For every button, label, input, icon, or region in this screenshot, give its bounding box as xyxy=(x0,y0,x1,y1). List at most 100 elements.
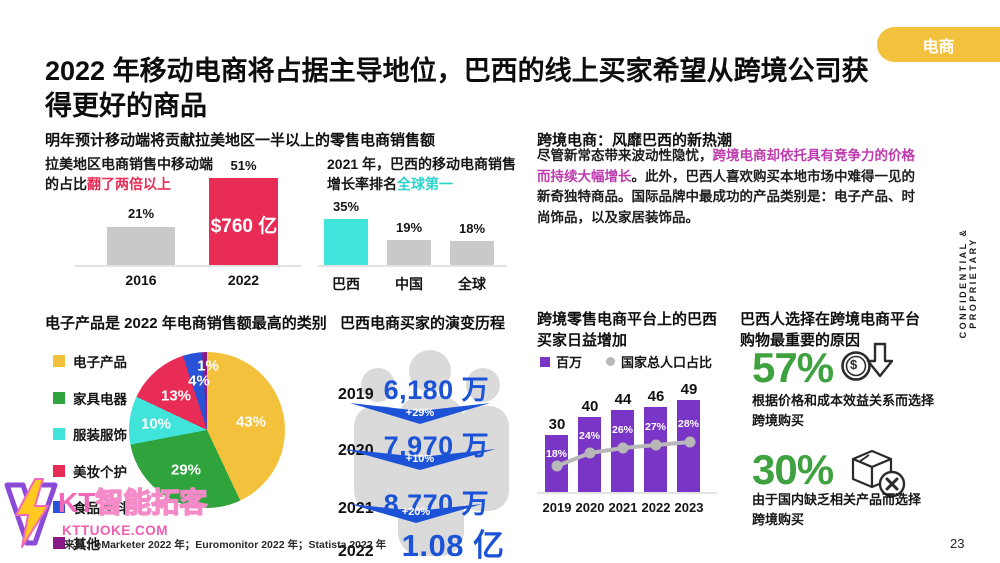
down-chevron-icon xyxy=(350,403,490,424)
legend-dot-icon xyxy=(606,357,615,366)
mobile-note-right-text: 2021 年，巴西的移动电商销售增长率排名 xyxy=(327,156,517,193)
chart1-bar-2022 xyxy=(209,178,278,265)
chart5-axis xyxy=(537,492,717,494)
down-chevron-icon xyxy=(350,504,482,523)
stat-price-value: 57% xyxy=(752,344,834,391)
pbar-pct: 27% xyxy=(644,421,666,433)
watermark-brand-outline: 智能拓客 xyxy=(95,487,208,518)
legend-swatch-icon xyxy=(53,537,65,549)
reasons-heading: 巴西人选择在跨境电商平台 购物最重要的原因 xyxy=(740,309,920,351)
growth-arrow-2020-2021: +10% xyxy=(344,448,496,470)
stat-price-desc: 根据价格和成本效益关系而选择 跨境购买 xyxy=(752,391,957,430)
platform-legend-label: 百万 xyxy=(556,355,583,370)
growth-arrow-2021-2022: +20% xyxy=(350,503,482,523)
platform-heading-line2: 买家日益增加 xyxy=(537,332,628,350)
pie-section-heading: 电子产品是 2022 年电商销售额最高的类别 xyxy=(45,315,327,333)
pie-legend-beauty: 美妆个护 xyxy=(53,461,127,481)
chart1-value-2016: 21% xyxy=(127,206,155,221)
pie-legend-label: 美妆个护 xyxy=(73,465,127,480)
category-badge-label: 电商 xyxy=(922,38,955,56)
pcat-2023: 2023 xyxy=(674,500,704,515)
reasons-heading-line2: 购物最重要的原因 xyxy=(740,332,861,350)
pie-legend-other: 其他 xyxy=(53,533,100,553)
package-unavailable-icon xyxy=(845,446,911,505)
watermark-brand-solid: KT xyxy=(58,487,96,518)
population-share-line xyxy=(551,436,696,472)
mobile-note-left-text: 拉美地区电商销售中移动端的占比 xyxy=(45,156,213,193)
chart2-value-china: 19% xyxy=(395,220,423,235)
chart2-value-global: 18% xyxy=(458,221,486,236)
stat-desc-line1: 根据价格和成本效益关系而选择 xyxy=(752,393,935,408)
platform-heading-line1: 跨境零售电商平台上的巴西 xyxy=(537,311,718,329)
chart1-cat-2016: 2016 xyxy=(125,272,157,288)
crossborder-paragraph: 尽管新常态带来波动性隐忧，跨境电商却依托具有竞争力的价格而持续大幅增长。此外，巴… xyxy=(537,146,927,228)
pbar-pct: 24% xyxy=(578,430,600,442)
watermark-bolt-icon xyxy=(2,476,62,555)
pie-label-other: 1% xyxy=(197,357,219,375)
chart2-cat-brazil: 巴西 xyxy=(332,276,360,292)
legend-swatch-icon xyxy=(540,356,550,367)
chart2-bar-brazil xyxy=(324,219,368,265)
buyers-year: 2021 xyxy=(338,500,374,517)
pcat-2020: 2020 xyxy=(575,500,605,515)
legend-swatch-icon xyxy=(53,428,65,440)
pbar-pct: 26% xyxy=(611,424,633,436)
growth-label: +10% xyxy=(405,453,435,465)
growth-label: +29% xyxy=(405,407,435,419)
legend-swatch-icon xyxy=(53,392,65,404)
legend-swatch-icon xyxy=(53,465,65,477)
reasons-heading-line1: 巴西人选择在跨境电商平台 xyxy=(740,311,921,329)
pie-legend-electronics: 电子产品 xyxy=(53,351,127,371)
buyers-row-2022: 2022 1.08 亿 xyxy=(338,520,505,563)
pbar-value: 44 xyxy=(614,391,632,408)
confidential-note: CONFIDENTIAL & PROPRIETARY xyxy=(958,227,978,339)
chart2-axis xyxy=(318,265,507,267)
money-down-icon: $ xyxy=(840,341,896,394)
platform-legend-millions: 百万 xyxy=(540,352,582,371)
mobile-note-right-highlight: 全球第一 xyxy=(397,176,453,193)
pie-legend-label: 电子产品 xyxy=(73,355,127,370)
dollar-symbol: $ xyxy=(850,357,858,372)
mobile-note-right: 2021 年，巴西的移动电商销售增长率排名全球第一 xyxy=(327,154,523,195)
buyers-heading: 巴西电商买家的演变历程 xyxy=(340,315,506,333)
page-title: 2022 年移动电商将占据主导地位，巴西的线上买家希望从跨境公司获得更好的商品 xyxy=(45,56,869,122)
page-number: 23 xyxy=(950,536,965,551)
buyers-year: 2019 xyxy=(338,386,374,403)
pie-legend-furniture: 家具电器 xyxy=(53,388,127,408)
crossborder-para-highlight: 跨境电商却依托具有竞争力的价格而持续大幅增长 xyxy=(537,148,915,184)
stat-availability-desc: 由于国内缺乏相关产品而选择 跨境购买 xyxy=(752,490,957,529)
pie-legend-label: 家具电器 xyxy=(73,392,127,407)
source-note: 来源：eMarketer 2022 年；Euromonitor 2022 年；S… xyxy=(64,539,387,551)
stat-desc-line1: 由于国内缺乏相关产品而选择 xyxy=(752,492,922,507)
chart1-bar-2016 xyxy=(107,227,175,265)
crossborder-para-1: 尽管新常态带来波动性隐忧， xyxy=(537,148,713,163)
pbar-pct: 28% xyxy=(677,418,699,430)
growth-label: +20% xyxy=(401,506,431,518)
buyers-value: 6,180 万 xyxy=(383,375,490,405)
pie-legend-label: 服装服饰 xyxy=(73,428,127,443)
crossborder-heading: 跨境电商：风靡巴西的新热潮 xyxy=(537,132,733,150)
buyers-row-2019: 2019 6,180 万 xyxy=(338,368,489,407)
mobile-note-left: 拉美地区电商销售中移动端的占比翻了两倍以上 xyxy=(45,154,223,195)
mobile-section-heading: 明年预计移动端将贡献拉美地区一半以上的零售电商销售额 xyxy=(45,132,436,150)
legend-swatch-icon xyxy=(53,501,65,513)
down-chevron-icon xyxy=(344,449,496,470)
mobile-note-left-highlight: 翻了两倍以上 xyxy=(87,176,171,193)
platform-heading: 跨境零售电商平台上的巴西 买家日益增加 xyxy=(537,309,717,351)
pie-label-furniture: 29% xyxy=(170,461,202,479)
buyers-year: 2022 xyxy=(338,543,374,560)
pbar-value: 30 xyxy=(548,416,566,433)
pbar-value: 40 xyxy=(581,398,599,415)
stat-desc-line2: 跨境购买 xyxy=(752,511,805,527)
chart2-cat-china: 中国 xyxy=(395,276,423,292)
growth-arrow-2019-2020: +29% xyxy=(350,402,490,424)
watermark-domain: KTTUOKE.COM xyxy=(62,523,168,538)
pie-legend-label: 其他 xyxy=(73,537,100,552)
pie-label-food: 4% xyxy=(188,372,210,390)
platform-legend-population: 国家总人口占比 xyxy=(606,352,712,371)
stat-desc-line2: 跨境购买 xyxy=(752,412,805,428)
pie-chart xyxy=(129,352,285,508)
pbar-value: 46 xyxy=(647,388,665,405)
pcat-2019: 2019 xyxy=(542,500,572,515)
